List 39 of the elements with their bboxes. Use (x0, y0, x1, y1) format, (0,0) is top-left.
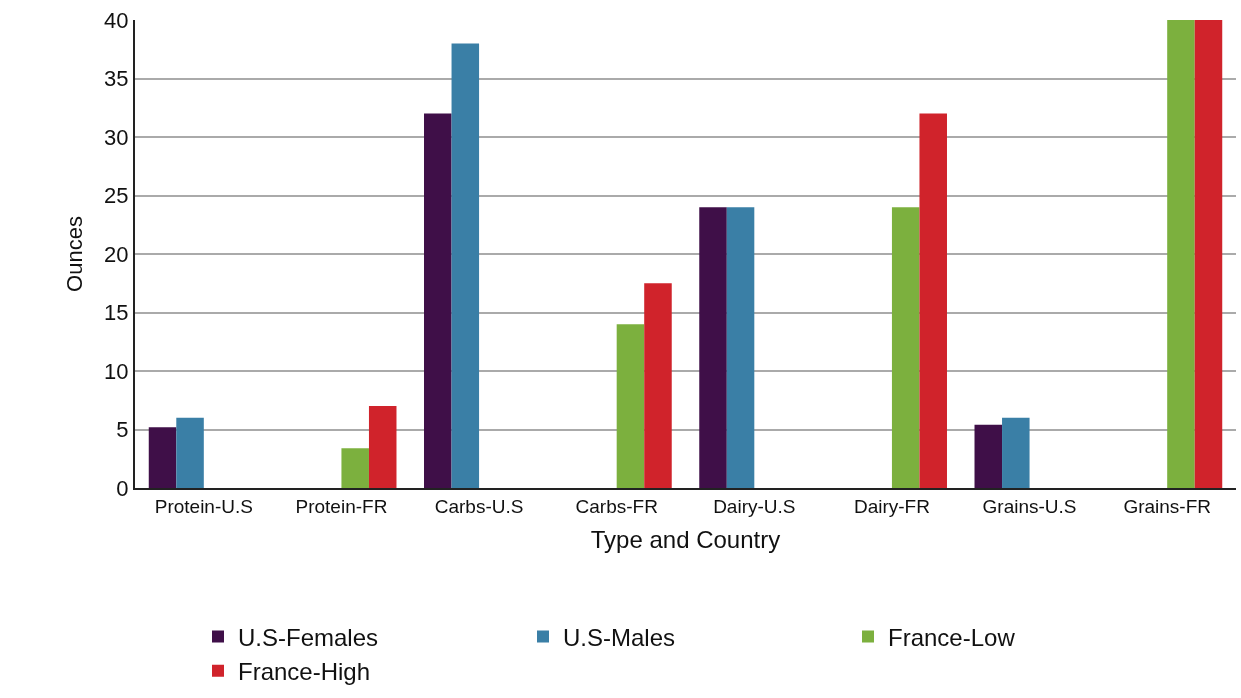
bar (341, 448, 369, 488)
x-tick-label: Grains-FR (1123, 495, 1211, 517)
bar (176, 417, 204, 488)
legend-label: U.S-Males (563, 623, 676, 651)
bar (1167, 20, 1195, 488)
bar (451, 43, 480, 488)
x-tick-label: Dairy-U.S (713, 495, 796, 517)
y-tick-label: 0 (116, 475, 129, 501)
x-axis-title: Type and Country (590, 525, 781, 553)
x-tick-label: Protein-FR (295, 495, 388, 517)
x-tick-label: Dairy-FR (853, 495, 930, 517)
bar (699, 207, 727, 488)
bar (974, 424, 1003, 488)
bar (1002, 417, 1030, 488)
legend-label: France-Low (888, 623, 1016, 651)
bar (644, 283, 672, 488)
y-axis-title: Ounces (62, 216, 88, 292)
y-tick-label: 30 (104, 124, 129, 150)
bar (424, 113, 452, 488)
x-tick-label: Grains-U.S (982, 495, 1077, 517)
bar (891, 207, 920, 488)
bar (726, 207, 755, 488)
legend-label: France-High (238, 658, 371, 686)
bar (148, 427, 177, 488)
y-tick-label: 20 (104, 241, 129, 267)
y-tick-label: 25 (104, 183, 129, 209)
x-tick-label: Protein-U.S (154, 495, 253, 517)
y-tick-label: 5 (116, 417, 129, 443)
y-tick-label: 40 (104, 7, 129, 33)
legend-label: U.S-Females (238, 623, 379, 651)
y-tick-label: 15 (104, 300, 129, 326)
y-tick-label: 35 (104, 66, 129, 92)
bar (919, 113, 947, 488)
x-tick-label: Carbs-U.S (434, 495, 524, 517)
bar (616, 324, 645, 488)
bar (368, 406, 397, 488)
bar (1194, 20, 1223, 488)
y-tick-label: 10 (104, 358, 129, 384)
x-tick-label: Carbs-FR (575, 495, 658, 517)
